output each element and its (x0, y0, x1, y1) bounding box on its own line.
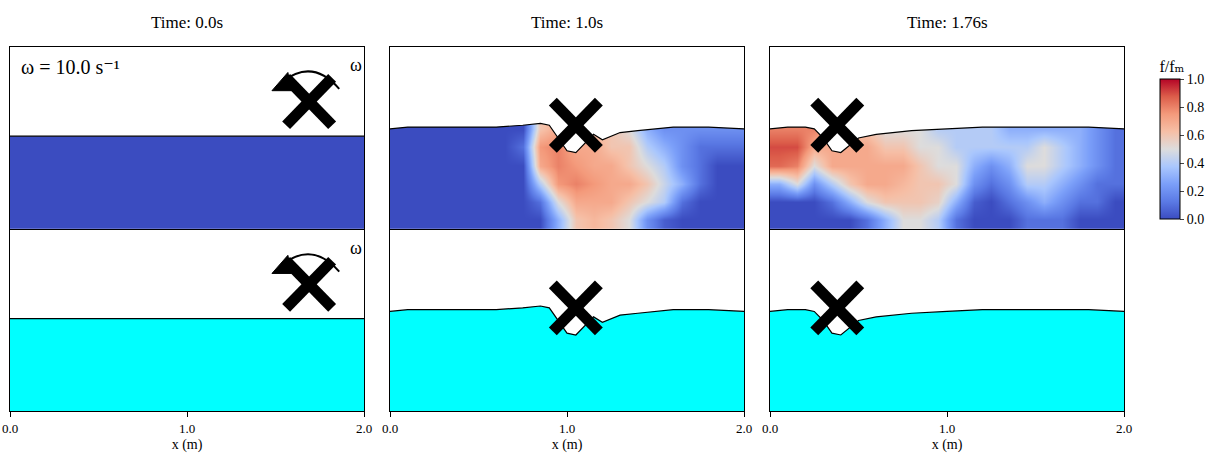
svg-text:0.0: 0.0 (2, 421, 18, 436)
svg-text:1.0: 1.0 (179, 421, 195, 436)
svg-text:0.0: 0.0 (762, 421, 778, 436)
svg-text:0.4: 0.4 (1187, 156, 1205, 171)
svg-text:f/fₘ: f/fₘ (1160, 58, 1185, 75)
svg-text:ω: ω (350, 238, 362, 258)
svg-text:Time: 1.0s: Time: 1.0s (531, 13, 603, 32)
svg-text:1.0: 1.0 (1187, 72, 1205, 87)
svg-text:ω: ω (350, 55, 362, 75)
svg-text:0.8: 0.8 (1187, 100, 1205, 115)
svg-text:2.0: 2.0 (356, 421, 372, 436)
svg-text:1.0: 1.0 (559, 421, 575, 436)
svg-text:2.0: 2.0 (1116, 421, 1132, 436)
svg-text:2.0: 2.0 (736, 421, 752, 436)
svg-text:0.2: 0.2 (1187, 184, 1205, 199)
svg-text:Time: 0.0s: Time: 0.0s (151, 13, 223, 32)
svg-text:0.6: 0.6 (1187, 128, 1205, 143)
svg-text:ω = 10.0 s⁻¹: ω = 10.0 s⁻¹ (21, 56, 120, 78)
svg-text:0.0: 0.0 (1187, 212, 1205, 227)
svg-text:0.0: 0.0 (382, 421, 398, 436)
svg-text:1.0: 1.0 (939, 421, 955, 436)
svg-text:x (m): x (m) (172, 437, 203, 453)
svg-text:Time: 1.76s: Time: 1.76s (907, 13, 988, 32)
svg-text:x (m): x (m) (552, 437, 583, 453)
svg-text:x (m): x (m) (932, 437, 963, 453)
